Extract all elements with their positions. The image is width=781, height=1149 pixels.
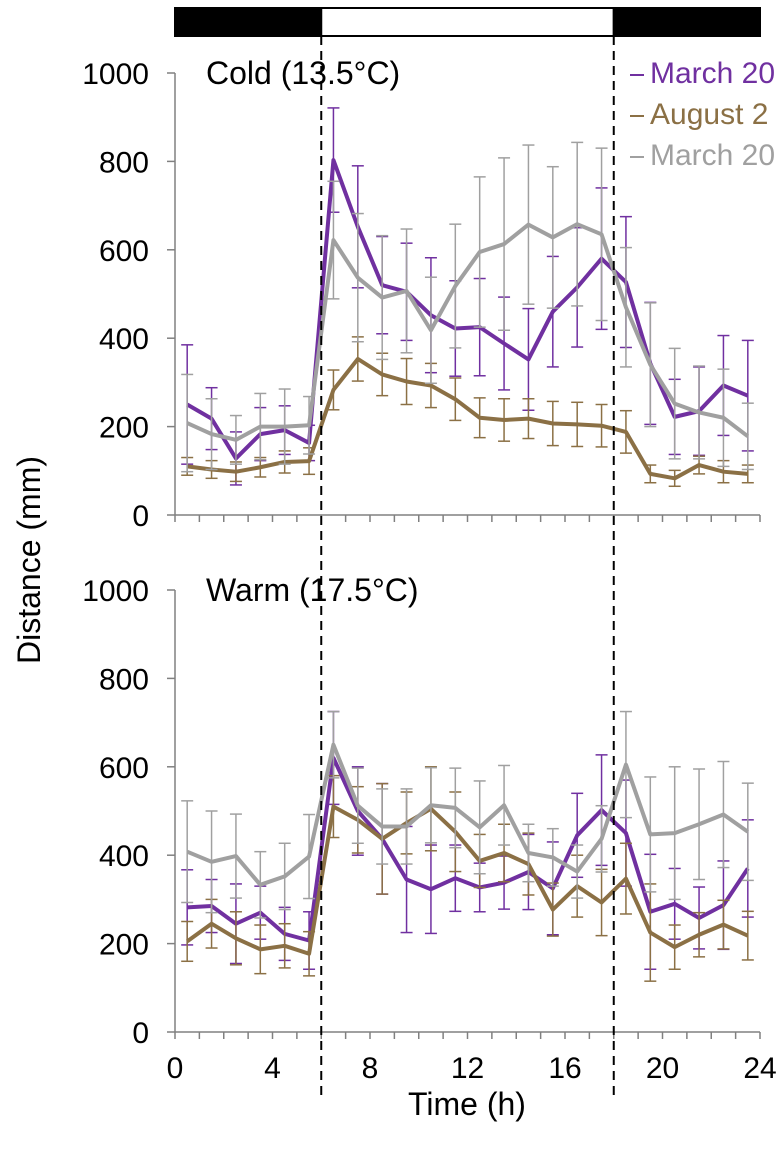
series-line: [187, 755, 750, 943]
x-axis-label: Time (h): [408, 1086, 526, 1122]
y-tick-label: 800: [99, 146, 149, 179]
series-line: [186, 356, 748, 481]
dark-phase-bar: [612, 7, 761, 37]
y-tick-label: 600: [99, 235, 149, 268]
y-tick-label: 200: [99, 412, 149, 445]
y-tick-label: 0: [132, 1017, 149, 1050]
y-tick-label: 1000: [82, 58, 149, 91]
x-tick-label: 16: [548, 1052, 581, 1085]
series-line: [186, 158, 749, 461]
x-tick-label: 12: [451, 1052, 484, 1085]
cold-panel-title: Cold (13.5°C): [206, 55, 400, 91]
x-tick-label: 8: [362, 1052, 379, 1085]
x-tick-label: 0: [167, 1052, 184, 1085]
light-phase-bar: [320, 7, 615, 37]
series-0: [181, 710, 754, 970]
series-1: [181, 766, 754, 982]
series-line: [186, 742, 749, 887]
y-tick-label: 0: [132, 500, 149, 533]
legend-label: August 2: [650, 98, 768, 131]
x-tick-label: 20: [646, 1052, 679, 1085]
warm-panel: 0 200 400 600 800 1000 0 4 8 12 16 20 24 Warm (17.5°…: [82, 572, 776, 1085]
legend-label: March 20: [650, 57, 775, 90]
series-2: [181, 710, 754, 919]
series-line: [186, 804, 749, 956]
cold-panel: 0 200 400 600 800 1000 Cold (13.5°C): [82, 55, 761, 533]
light-dark-bar: [174, 7, 761, 37]
series-1: [181, 336, 754, 488]
legend-label: March 20: [650, 139, 775, 172]
y-tick-label: 800: [99, 663, 149, 696]
series-line: [186, 222, 750, 442]
warm-panel-title: Warm (17.5°C): [206, 572, 419, 608]
y-tick-label: 400: [99, 840, 149, 873]
series-2: [181, 141, 754, 473]
y-tick-label: 600: [99, 752, 149, 785]
legend: March 20 August 2 March 20: [630, 57, 775, 172]
x-tick-label: 4: [264, 1052, 281, 1085]
y-tick-label: 1000: [82, 575, 149, 608]
dark-phase-bar: [174, 7, 323, 37]
light-transition-lines: [320, 36, 615, 1095]
x-tick-label: 24: [743, 1052, 776, 1085]
y-tick-label: 200: [99, 929, 149, 962]
y-tick-label: 400: [99, 323, 149, 356]
y-axis-label: Distance (mm): [11, 456, 47, 664]
